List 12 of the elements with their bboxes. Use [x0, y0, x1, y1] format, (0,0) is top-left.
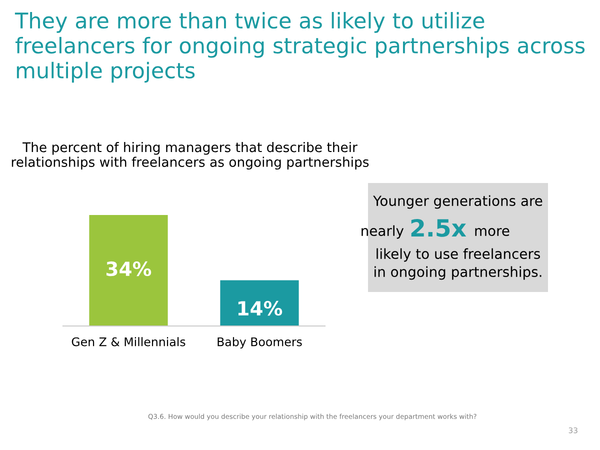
chart-subtitle: The percent of hiring managers that describe their relationships with freelancers as ongoing partnerships: [12, 142, 369, 170]
x-tick-label: Gen Z & Millennials: [72, 337, 186, 346]
text: 2.5x: [411, 218, 466, 237]
chart-title: They are more than twice as likely to utilize freelancers for ongoing strategic partnerships across multiple projects: [14, 12, 585, 83]
text: nearly: [362, 225, 404, 239]
text: more: [475, 228, 510, 236]
text: likely to use freelancers: [376, 248, 540, 262]
text: in ongoing partnerships.: [374, 266, 542, 280]
data-label: 14%: [238, 300, 282, 316]
data-label: 34%: [106, 261, 152, 276]
text: Younger generations are: [373, 195, 542, 209]
x-tick-label: Baby Boomers: [218, 337, 302, 349]
